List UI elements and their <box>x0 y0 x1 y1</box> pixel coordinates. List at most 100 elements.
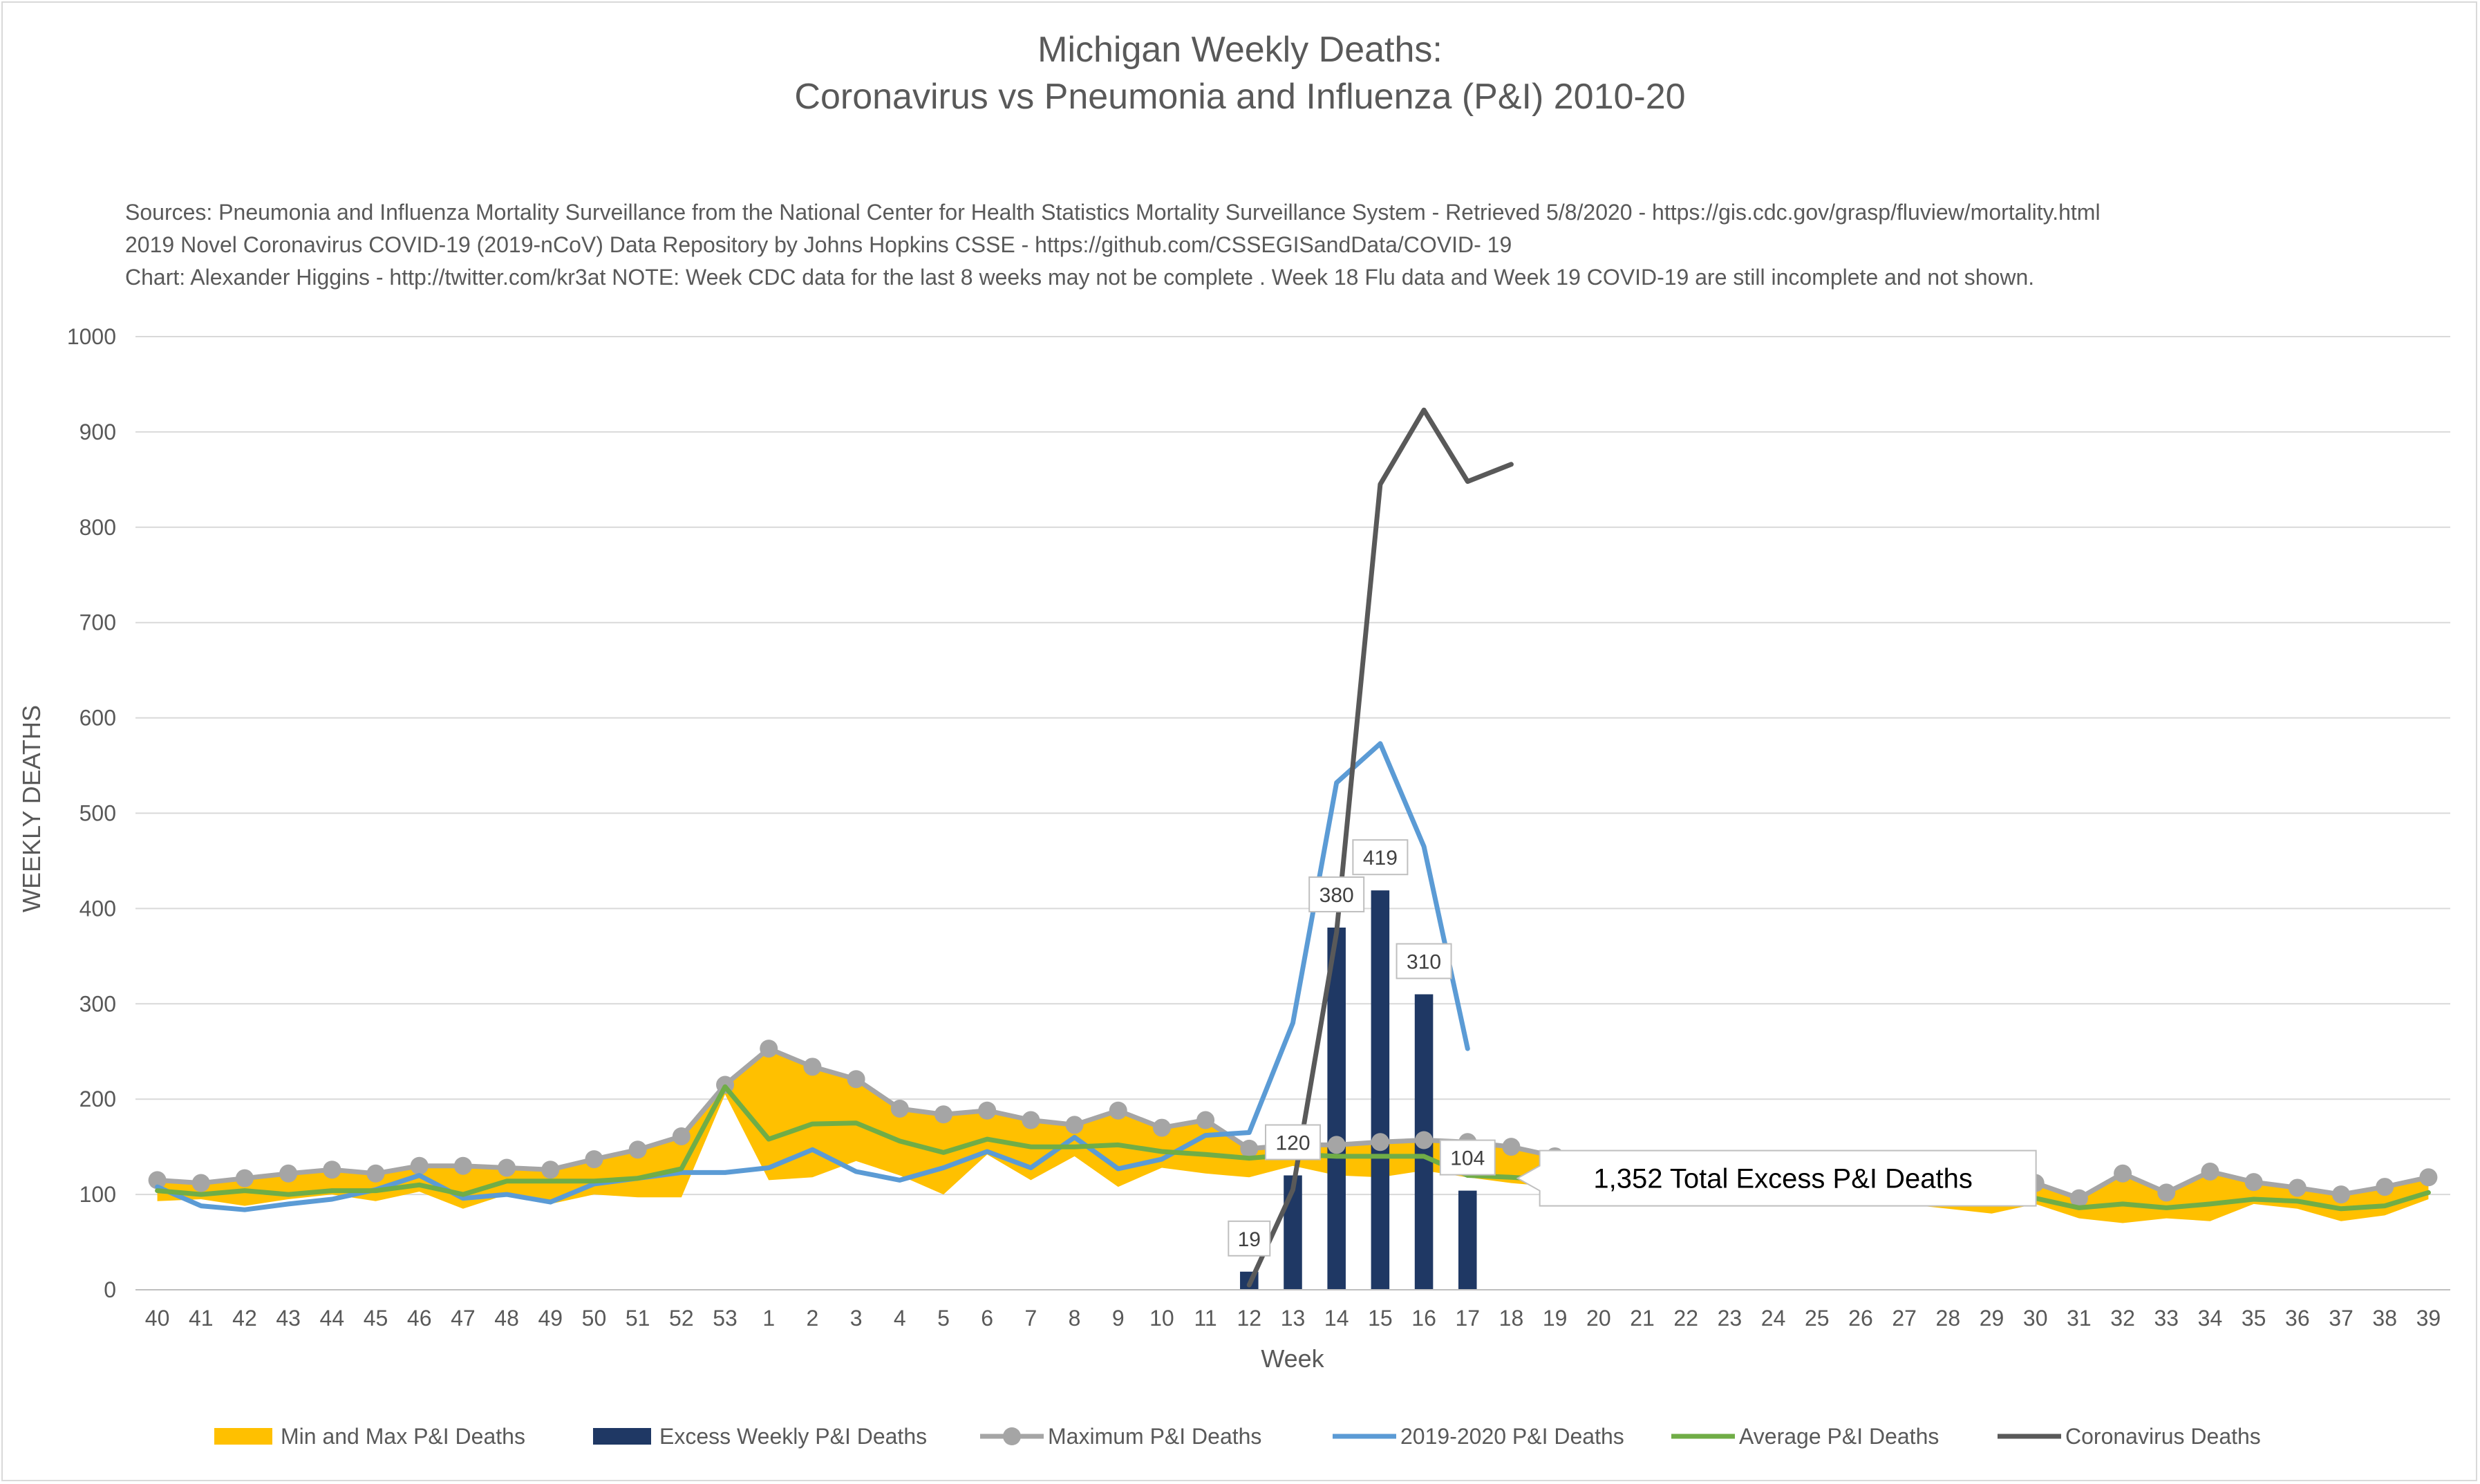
y-tick-label: 500 <box>79 801 116 826</box>
x-tick-label: 53 <box>713 1306 738 1331</box>
series-marker <box>2069 1189 2088 1208</box>
data-labels: 19 120 380 419 310 104 <box>1228 839 1496 1257</box>
series-marker <box>2332 1185 2351 1204</box>
series-marker <box>323 1161 341 1179</box>
excess-bar <box>1371 890 1390 1290</box>
series-marker <box>366 1164 385 1183</box>
x-tick-label: 51 <box>626 1306 650 1331</box>
x-tick-label: 12 <box>1237 1306 1262 1331</box>
x-tick-label: 22 <box>1673 1306 1698 1331</box>
series-marker <box>1327 1136 1346 1154</box>
x-tick-label: 33 <box>2154 1306 2179 1331</box>
series-marker <box>978 1101 997 1120</box>
data-label: 120 <box>1275 1132 1310 1155</box>
chart-title-line-2: Coronavirus vs Pneumonia and Influenza (… <box>794 77 1686 117</box>
series-marker <box>1196 1111 1215 1129</box>
x-tick-label: 43 <box>276 1306 301 1331</box>
x-tick-label: 32 <box>2110 1306 2135 1331</box>
x-tick-label: 9 <box>1112 1306 1125 1331</box>
series-marker <box>2244 1173 2263 1192</box>
y-tick-label: 600 <box>79 706 116 731</box>
series-marker <box>1152 1118 1171 1137</box>
series-marker <box>847 1070 865 1089</box>
series-marker <box>2157 1183 2176 1202</box>
excess-bar <box>1458 1190 1477 1290</box>
x-tick-label: 15 <box>1368 1306 1393 1331</box>
x-tick-label: 31 <box>2067 1306 2092 1331</box>
x-tick-label: 39 <box>2416 1306 2441 1331</box>
excess-callout: 1,352 Total Excess P&I Deaths <box>1516 1149 2037 1207</box>
legend-label: Coronavirus Deaths <box>2065 1424 2261 1449</box>
series-marker <box>934 1105 952 1124</box>
x-tick-label: 11 <box>1194 1306 1217 1331</box>
excess-bars <box>1240 890 1477 1290</box>
x-tick-label: 50 <box>582 1306 607 1331</box>
x-tick-label: 20 <box>1586 1306 1611 1331</box>
series-marker <box>1109 1101 1127 1120</box>
y-tick-label: 1000 <box>67 324 116 349</box>
series-marker <box>760 1040 778 1058</box>
data-label-box <box>1228 1220 1271 1257</box>
x-tick-label: 29 <box>1980 1306 2004 1331</box>
x-tick-label: 27 <box>1892 1306 1917 1331</box>
data-label: 380 <box>1319 884 1354 907</box>
x-tick-label: 25 <box>1805 1306 1830 1331</box>
data-label-box <box>1308 876 1365 912</box>
y-tick-label: 400 <box>79 896 116 921</box>
sources-line-3: Chart: Alexander Higgins - http://twitte… <box>125 265 2035 290</box>
chart-title-line-1: Michigan Weekly Deaths: <box>1037 30 1443 70</box>
y-axis-title: WEEKLY DEATHS <box>17 705 46 912</box>
data-label: 104 <box>1450 1147 1485 1170</box>
series-marker <box>2114 1164 2132 1183</box>
data-label-box <box>1396 943 1452 979</box>
legend: Min and Max P&I Deaths Excess Weekly P&I … <box>214 1424 2261 1449</box>
y-tick-label: 700 <box>79 610 116 635</box>
series-marker <box>498 1158 516 1177</box>
series-marker <box>148 1171 167 1190</box>
y-tick-label: 0 <box>104 1277 116 1302</box>
x-tick-label: 19 <box>1543 1306 1568 1331</box>
x-tick-label: 42 <box>232 1306 257 1331</box>
series-marker <box>1240 1139 1259 1158</box>
x-tick-label: 3 <box>850 1306 863 1331</box>
legend-label: Min and Max P&I Deaths <box>281 1424 525 1449</box>
x-tick-label: 4 <box>894 1306 906 1331</box>
sources-line-2: 2019 Novel Coronavirus COVID-19 (2019-nC… <box>125 232 1512 257</box>
x-tick-label: 8 <box>1069 1306 1081 1331</box>
legend-swatch <box>593 1428 651 1445</box>
x-tick-label: 37 <box>2329 1306 2354 1331</box>
x-axis-title: Week <box>1261 1344 1324 1373</box>
x-tick-label: 35 <box>2242 1306 2266 1331</box>
series-marker <box>1502 1138 1521 1156</box>
y-tick-label: 200 <box>79 1087 116 1111</box>
series-line <box>1246 407 1514 1288</box>
chart-sources: Sources: Pneumonia and Influenza Mortali… <box>125 196 2101 294</box>
callout-box <box>1516 1149 2037 1207</box>
x-tick-label: 28 <box>1936 1306 1961 1331</box>
x-tick-label: 2 <box>807 1306 819 1331</box>
x-tick-label: 52 <box>669 1306 694 1331</box>
x-tick-label: 13 <box>1281 1306 1306 1331</box>
data-label: 19 <box>1238 1228 1261 1251</box>
sources-line-1: Sources: Pneumonia and Influenza Mortali… <box>125 200 2101 225</box>
x-tick-label: 49 <box>538 1306 563 1331</box>
x-tick-label: 10 <box>1149 1306 1174 1331</box>
x-tick-label: 40 <box>145 1306 170 1331</box>
data-label-box <box>1265 1124 1321 1161</box>
series-marker <box>890 1099 909 1118</box>
series-marker <box>2288 1178 2307 1197</box>
series-marker <box>1415 1131 1434 1149</box>
x-tick-label: 24 <box>1761 1306 1786 1331</box>
x-tick-label: 38 <box>2372 1306 2397 1331</box>
series-marker <box>1065 1116 1084 1134</box>
y-tick-label: 900 <box>79 420 116 444</box>
x-tick-label: 16 <box>1411 1306 1436 1331</box>
series-marker <box>453 1156 472 1175</box>
x-tick-label: 44 <box>320 1306 345 1331</box>
series-marker <box>628 1140 647 1159</box>
series-marker <box>2419 1168 2438 1187</box>
legend-swatch <box>214 1428 272 1445</box>
